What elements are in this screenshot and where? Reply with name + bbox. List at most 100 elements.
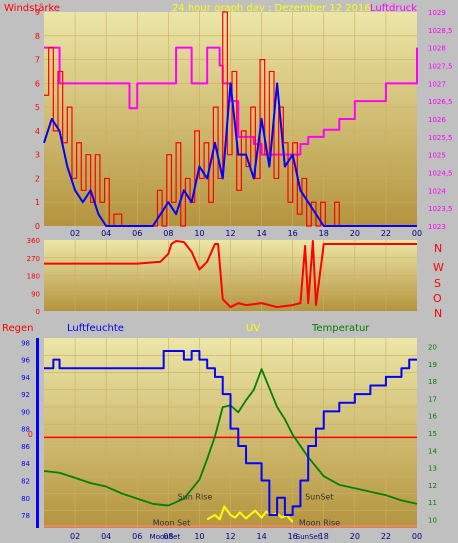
wind-tick-label: 8 [35, 32, 40, 41]
temperature-tick-label: 20 [428, 344, 437, 352]
temperature-tick-label: 11 [428, 499, 437, 507]
pressure-tick-label: 1024,5 [428, 170, 453, 178]
humidity-tick-label: 92 [21, 391, 30, 399]
rain-axis-bar [36, 338, 39, 528]
temperature-axis-ticks: 10 11 12 13 14 15 16 17 18 19 20 [428, 344, 437, 525]
pressure-tick-label: 1025 [428, 152, 446, 160]
uv-label: UV [246, 323, 260, 334]
direction-label-n: N [434, 242, 442, 255]
temperature-line [43, 368, 418, 507]
temperature-tick-label: 13 [428, 465, 437, 473]
panel-direction-grid [44, 240, 417, 311]
rain-label: Regen [2, 323, 34, 334]
direction-label-n2: N [434, 307, 442, 320]
wind-tick-label: 5 [35, 103, 40, 112]
direction-axis-ticks: 0 90 180 270 360 [27, 237, 40, 316]
annotation-label: Sun Rise [178, 493, 213, 502]
humidity-tick-label: 84 [21, 460, 30, 468]
x-tick-label: 16 [288, 229, 298, 238]
x-tick-label: 04 [101, 532, 111, 541]
wind-avg-line [43, 82, 417, 227]
x-tick-label: 14 [256, 229, 266, 238]
x-tick-label: 06 [132, 532, 142, 541]
x-tick-label: 20 [350, 532, 360, 541]
temperature-tick-label: 12 [428, 482, 437, 490]
x-tick-label: 10 [194, 229, 204, 238]
direction-tick-label: 180 [27, 273, 40, 281]
direction-tick-label: 90 [31, 290, 40, 298]
humidity-axis-ticks: 78 80 82 84 86 88 90 92 94 96 98 [21, 339, 30, 520]
temperature-tick-label: 10 [428, 516, 437, 524]
wind-tick-label: 9 [35, 8, 40, 17]
wind-tick-label: 2 [35, 174, 40, 183]
panel-climate-grid [44, 338, 417, 528]
x-tick-label: 00 [412, 532, 422, 541]
pressure-tick-label: 1024 [428, 187, 446, 195]
panel-climate-x-ticks: 02 04 06 08 10 12 14 16 18 20 22 00 [70, 532, 422, 541]
humidity-tick-label: 82 [21, 478, 30, 486]
annotation-label: Moon Set [153, 518, 190, 527]
header-left-label: Windstärke [4, 3, 60, 14]
humidity-tick-label: 98 [21, 339, 30, 347]
pressure-tick-label: 1028 [428, 45, 446, 53]
wind-tick-label: 3 [35, 151, 40, 160]
wind-tick-label: 0 [35, 222, 40, 231]
wind-gust-line [44, 11, 417, 227]
pressure-tick-label: 1025,5 [428, 134, 453, 142]
x-tick-label: 22 [381, 532, 391, 541]
temperature-tick-label: 18 [428, 378, 437, 386]
direction-label-o: O [433, 292, 442, 305]
direction-line [44, 239, 417, 309]
pressure-tick-label: 1029 [428, 9, 446, 17]
panel-direction-series [44, 239, 417, 309]
humidity-tick-label: 88 [21, 426, 30, 434]
x-tick-label: 18 [319, 229, 329, 238]
bottom-sunset-label: SunSet [296, 533, 321, 541]
humidity-tick-label: 78 [21, 512, 30, 520]
x-tick-label: 20 [350, 229, 360, 238]
rain-zero-tick: 0 [28, 430, 33, 439]
x-tick-label: 14 [256, 532, 266, 541]
x-tick-label: 12 [225, 229, 235, 238]
annotation-label: SunSet [305, 493, 333, 502]
bottom-moonset-label: MoonSet [150, 533, 181, 541]
wind-axis-ticks: 0 1 2 3 4 5 6 7 8 9 [35, 8, 40, 231]
x-tick-label: 12 [225, 532, 235, 541]
direction-tick-label: 360 [27, 237, 40, 245]
pressure-tick-label: 1026 [428, 116, 446, 124]
x-tick-label: 02 [70, 532, 80, 541]
humidity-tick-label: 96 [21, 357, 30, 365]
x-tick-label: 08 [163, 532, 173, 541]
direction-tick-label: 270 [27, 255, 40, 263]
wind-tick-label: 6 [35, 79, 40, 88]
temperature-tick-label: 14 [428, 447, 437, 455]
chart-title: 24 hour graph day : Dezember 12 2016 [172, 3, 371, 14]
x-tick-label: 10 [194, 532, 204, 541]
humidity-line [44, 349, 417, 517]
humidity-label: Luftfeuchte [67, 323, 124, 334]
x-tick-label: 04 [101, 229, 111, 238]
x-tick-label: 16 [288, 532, 298, 541]
direction-label-s: S [434, 277, 441, 290]
direction-label-w: W [433, 261, 444, 274]
humidity-tick-label: 94 [21, 374, 30, 382]
pressure-tick-label: 1028,5 [428, 27, 453, 35]
x-tick-label: 22 [381, 229, 391, 238]
temperature-label: Temperatur [311, 323, 370, 334]
pressure-tick-label: 1027 [428, 80, 446, 88]
temperature-tick-label: 17 [428, 395, 437, 403]
x-tick-label: 08 [163, 229, 173, 238]
pressure-axis-ticks: 1023 1023,5 1024 1024,5 1025 1025,5 1026 1026,5… [428, 9, 453, 231]
pressure-tick-label: 1027,5 [428, 63, 453, 71]
x-tick-label: 02 [70, 229, 80, 238]
panel-climate-series [43, 349, 418, 527]
x-tick-label: 18 [319, 532, 329, 541]
header-right-label: Luftdruck [370, 3, 417, 14]
temperature-tick-label: 16 [428, 413, 437, 421]
panel-wind-x-ticks: 02 04 06 08 10 12 14 16 18 20 22 00 [70, 229, 422, 238]
pressure-tick-label: 1023 [428, 223, 446, 231]
panel-climate-annotations: Sun Rise Moon Set SunSet Moon Rise MoonSet Su… [150, 493, 340, 542]
temperature-tick-label: 19 [428, 361, 437, 369]
panel-wind-series [43, 11, 418, 227]
